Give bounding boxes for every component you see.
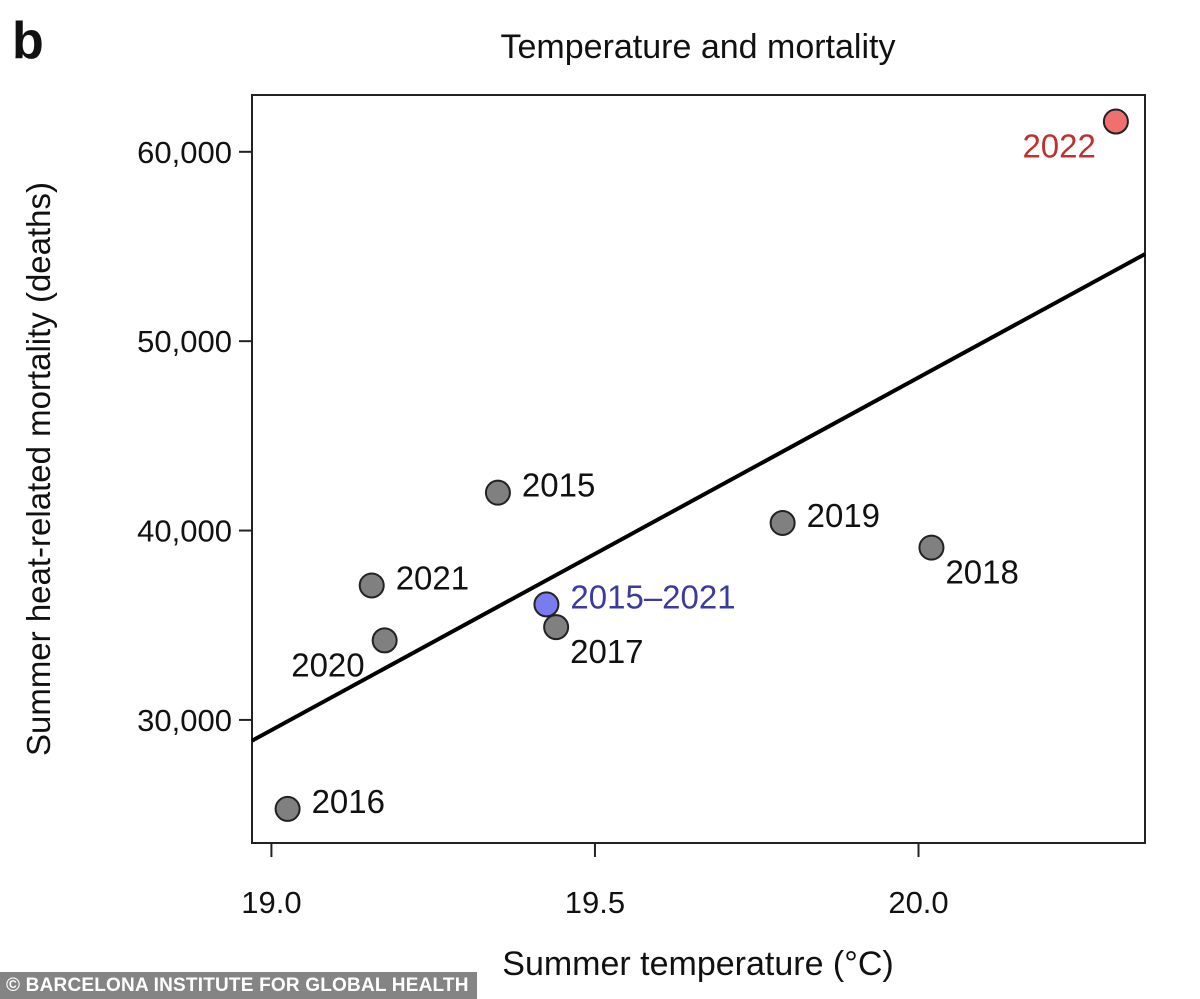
x-axis-label: Summer temperature (°C): [502, 945, 893, 983]
x-tick-label: 19.0: [241, 885, 301, 920]
point-label-2019: 2019: [807, 497, 880, 534]
y-axis-label: Summer heat-related mortality (deaths): [20, 182, 57, 756]
y-axis: 30,000 40,000 50,000 60,000: [137, 135, 252, 738]
point-2020: [371, 627, 398, 654]
x-axis: 19.0 19.5 20.0: [241, 843, 949, 920]
y-tick-label: 40,000: [137, 514, 232, 549]
point-label-2020: 2020: [291, 646, 364, 683]
point-2017: [543, 614, 570, 641]
y-tick-label: 30,000: [137, 703, 232, 738]
point-2022: [1102, 108, 1129, 135]
point-2021: [358, 572, 385, 599]
point-label-2017: 2017: [570, 633, 643, 670]
point-label-2021: 2021: [396, 559, 469, 596]
trend-line: [251, 252, 1146, 743]
panel-letter: b: [12, 12, 44, 70]
y-tick-label: 60,000: [137, 135, 232, 170]
y-tick-label: 50,000: [137, 324, 232, 359]
point-2015–2021: [533, 591, 560, 618]
point-label-2018: 2018: [945, 554, 1018, 591]
point-2019: [769, 509, 796, 536]
x-tick-label: 19.5: [565, 885, 625, 920]
point-label-2016: 2016: [312, 783, 385, 820]
point-2015: [484, 479, 511, 506]
point-label-2015: 2015: [522, 467, 595, 504]
data-points: 2015 2016 2017 2018 2019 2020 2021 2015–2021 202…: [274, 108, 1129, 822]
plot-frame: [251, 94, 1146, 844]
point-label-2022: 2022: [1022, 128, 1095, 165]
point-2018: [918, 534, 945, 561]
point-label-2015–2021: 2015–2021: [570, 578, 735, 615]
x-tick-label: 20.0: [888, 885, 948, 920]
chart-title: Temperature and mortality: [501, 28, 896, 66]
image-credit: © BARCELONA INSTITUTE FOR GLOBAL HEALTH: [0, 972, 477, 999]
point-2016: [274, 795, 301, 822]
